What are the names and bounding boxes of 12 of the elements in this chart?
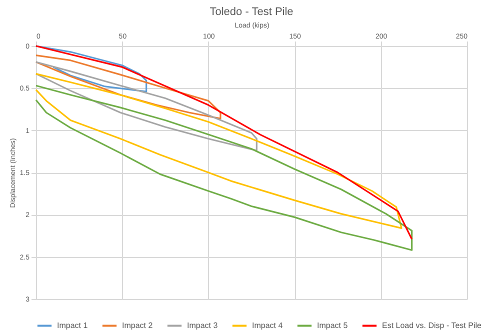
line-series bbox=[35, 73, 402, 229]
line-series bbox=[35, 45, 413, 240]
line-series bbox=[35, 84, 413, 251]
legend-label: Impact 1 bbox=[57, 320, 88, 330]
legend-label: Impact 3 bbox=[187, 320, 218, 330]
line-series bbox=[35, 54, 222, 120]
legend-label: Impact 2 bbox=[122, 320, 154, 330]
legend-label: Impact 5 bbox=[317, 320, 348, 330]
legend-label: Impact 4 bbox=[252, 320, 284, 330]
line-series bbox=[35, 61, 258, 152]
legend-label: Est Load vs. Disp - Test Pile bbox=[382, 320, 482, 330]
chart-title: Toledo - Test Pile bbox=[210, 6, 294, 18]
